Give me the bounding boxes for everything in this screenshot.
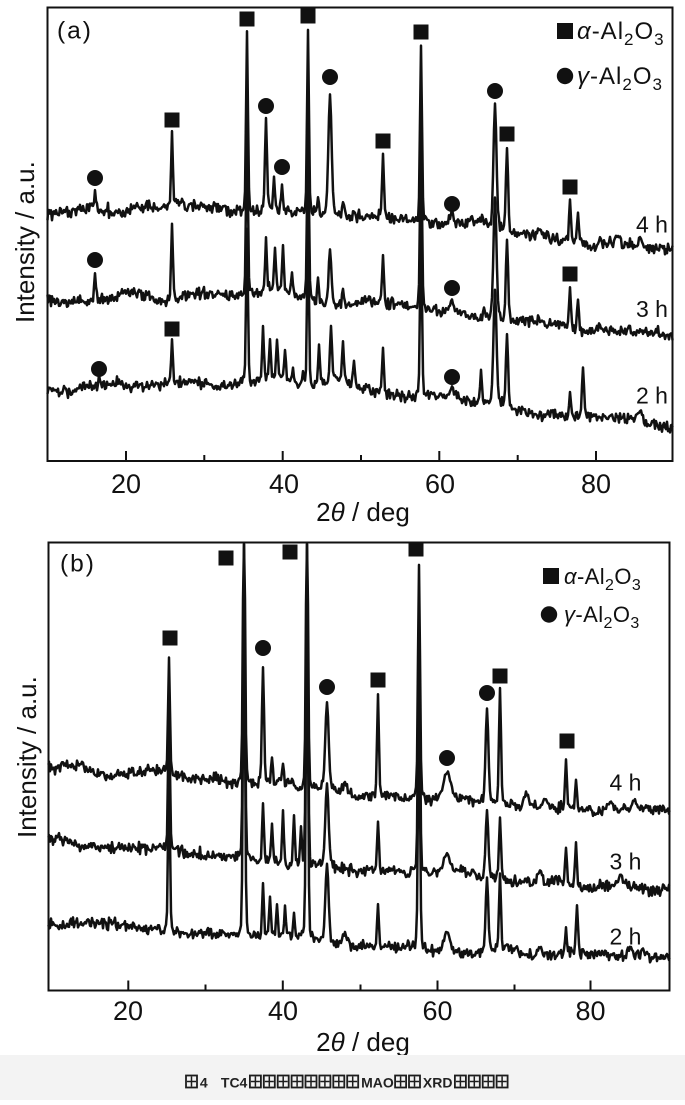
svg-text:80: 80 bbox=[575, 996, 605, 1026]
svg-text:α-Al2O3: α-Al2O3 bbox=[577, 18, 665, 49]
svg-text:(a): (a) bbox=[57, 18, 93, 45]
svg-text:(b): (b) bbox=[60, 551, 96, 578]
svg-text:60: 60 bbox=[422, 996, 452, 1026]
svg-text:80: 80 bbox=[581, 469, 611, 499]
svg-text:2θ / deg: 2θ / deg bbox=[316, 497, 410, 527]
svg-text:40: 40 bbox=[268, 996, 298, 1026]
svg-text:XRD: XRD bbox=[423, 1075, 453, 1091]
svg-text:TC4: TC4 bbox=[221, 1075, 248, 1091]
svg-text:60: 60 bbox=[425, 469, 455, 499]
svg-text:20: 20 bbox=[111, 469, 141, 499]
svg-text:3 h: 3 h bbox=[610, 849, 642, 875]
svg-text:Intensity / a.u.: Intensity / a.u. bbox=[10, 161, 40, 323]
svg-text:2 h: 2 h bbox=[610, 924, 642, 950]
svg-text:3 h: 3 h bbox=[636, 296, 668, 322]
svg-text:Intensity / a.u.: Intensity / a.u. bbox=[12, 676, 42, 838]
svg-text:γ-Al2O3: γ-Al2O3 bbox=[577, 63, 663, 94]
svg-text:2θ / deg: 2θ / deg bbox=[316, 1027, 410, 1057]
svg-text:4: 4 bbox=[200, 1075, 208, 1091]
svg-text:4 h: 4 h bbox=[610, 770, 642, 796]
svg-text:40: 40 bbox=[269, 469, 299, 499]
svg-text:2 h: 2 h bbox=[636, 383, 668, 409]
svg-text:20: 20 bbox=[113, 996, 143, 1026]
svg-text:4 h: 4 h bbox=[636, 212, 668, 238]
svg-text:MAO: MAO bbox=[361, 1075, 394, 1091]
